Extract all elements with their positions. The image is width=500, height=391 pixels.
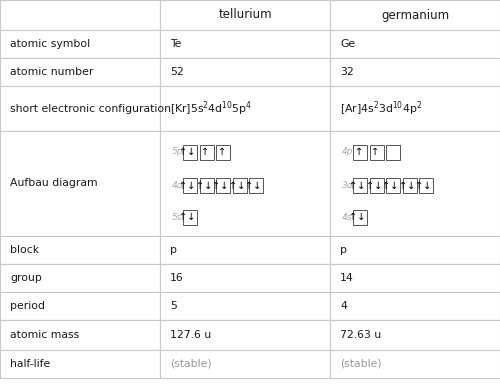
Text: block: block bbox=[10, 245, 39, 255]
Bar bbox=[0, 0, 160, 30]
Bar bbox=[0, 264, 160, 292]
Text: 52: 52 bbox=[170, 67, 184, 77]
Text: 4d: 4d bbox=[172, 181, 184, 190]
Bar bbox=[330, 58, 500, 86]
Text: 72.63 u: 72.63 u bbox=[340, 330, 382, 340]
Bar bbox=[200, 178, 213, 193]
Text: ↑: ↑ bbox=[218, 147, 226, 157]
Bar bbox=[232, 178, 246, 193]
Text: $\mathregular{[Ar]4s^23d^{10}4p^2}$: $\mathregular{[Ar]4s^23d^{10}4p^2}$ bbox=[340, 99, 422, 118]
Text: half-life: half-life bbox=[10, 359, 50, 369]
Bar bbox=[330, 86, 500, 131]
Text: 5p: 5p bbox=[172, 147, 184, 156]
Text: ↑↓: ↑↓ bbox=[196, 181, 212, 190]
Bar bbox=[330, 292, 500, 320]
Bar bbox=[0, 86, 160, 131]
Bar bbox=[330, 264, 500, 292]
Text: 4p: 4p bbox=[342, 147, 353, 156]
Bar bbox=[160, 320, 330, 350]
Bar bbox=[330, 30, 500, 58]
Bar bbox=[160, 30, 330, 58]
Text: short electronic configuration: short electronic configuration bbox=[10, 104, 171, 113]
Bar bbox=[160, 0, 330, 30]
Text: ↑↓: ↑↓ bbox=[246, 181, 262, 190]
Bar bbox=[353, 145, 367, 160]
Bar bbox=[0, 350, 160, 378]
Bar bbox=[216, 145, 230, 160]
Text: Te: Te bbox=[170, 39, 181, 49]
Text: ↑↓: ↑↓ bbox=[180, 181, 196, 190]
Bar bbox=[402, 178, 416, 193]
Bar bbox=[386, 178, 400, 193]
Text: ↑↓: ↑↓ bbox=[229, 181, 245, 190]
Text: ↑: ↑ bbox=[372, 147, 380, 157]
Text: period: period bbox=[10, 301, 45, 311]
Bar bbox=[353, 210, 367, 224]
Text: 5: 5 bbox=[170, 301, 177, 311]
Text: ↑↓: ↑↓ bbox=[399, 181, 415, 190]
Bar bbox=[370, 145, 384, 160]
Text: Aufbau diagram: Aufbau diagram bbox=[10, 179, 98, 188]
Bar bbox=[160, 86, 330, 131]
Text: 32: 32 bbox=[340, 67, 354, 77]
Bar bbox=[183, 210, 197, 224]
Text: ↑: ↑ bbox=[202, 147, 209, 157]
Text: p: p bbox=[170, 245, 177, 255]
Text: ↑: ↑ bbox=[355, 147, 363, 157]
Text: ↑↓: ↑↓ bbox=[180, 212, 196, 222]
Text: (stable): (stable) bbox=[170, 359, 211, 369]
Bar bbox=[160, 131, 330, 236]
Text: ↑↓: ↑↓ bbox=[212, 181, 228, 190]
Text: p: p bbox=[340, 245, 347, 255]
Bar bbox=[330, 131, 500, 236]
Text: 4: 4 bbox=[340, 301, 347, 311]
Bar bbox=[0, 292, 160, 320]
Bar bbox=[0, 236, 160, 264]
Bar bbox=[160, 264, 330, 292]
Bar bbox=[183, 145, 197, 160]
Text: group: group bbox=[10, 273, 42, 283]
Text: atomic number: atomic number bbox=[10, 67, 94, 77]
Text: 127.6 u: 127.6 u bbox=[170, 330, 211, 340]
Bar bbox=[330, 320, 500, 350]
Bar bbox=[160, 58, 330, 86]
Text: atomic mass: atomic mass bbox=[10, 330, 79, 340]
Bar bbox=[370, 178, 384, 193]
Bar bbox=[353, 178, 367, 193]
Bar bbox=[330, 350, 500, 378]
Text: 3d: 3d bbox=[342, 181, 353, 190]
Bar bbox=[386, 145, 400, 160]
Bar bbox=[0, 131, 160, 236]
Text: (stable): (stable) bbox=[340, 359, 382, 369]
Text: tellurium: tellurium bbox=[218, 9, 272, 22]
Bar bbox=[0, 30, 160, 58]
Text: germanium: germanium bbox=[381, 9, 449, 22]
Bar bbox=[183, 178, 197, 193]
Text: ↑↓: ↑↓ bbox=[366, 181, 382, 190]
Text: 5s: 5s bbox=[172, 213, 182, 222]
Text: $\mathregular{[Kr]5s^24d^{10}5p^4}$: $\mathregular{[Kr]5s^24d^{10}5p^4}$ bbox=[170, 99, 252, 118]
Bar bbox=[160, 350, 330, 378]
Text: ↑↓: ↑↓ bbox=[180, 147, 196, 157]
Bar bbox=[200, 145, 213, 160]
Text: 16: 16 bbox=[170, 273, 184, 283]
Text: ↑↓: ↑↓ bbox=[350, 181, 366, 190]
Bar bbox=[160, 236, 330, 264]
Text: ↑↓: ↑↓ bbox=[416, 181, 432, 190]
Text: ↑↓: ↑↓ bbox=[350, 212, 366, 222]
Bar bbox=[330, 0, 500, 30]
Bar bbox=[0, 320, 160, 350]
Bar bbox=[0, 58, 160, 86]
Bar bbox=[216, 178, 230, 193]
Bar bbox=[160, 292, 330, 320]
Text: ↑↓: ↑↓ bbox=[382, 181, 398, 190]
Text: atomic symbol: atomic symbol bbox=[10, 39, 90, 49]
Bar bbox=[330, 236, 500, 264]
Text: Ge: Ge bbox=[340, 39, 355, 49]
Bar bbox=[419, 178, 433, 193]
Bar bbox=[249, 178, 263, 193]
Text: 14: 14 bbox=[340, 273, 354, 283]
Text: 4s: 4s bbox=[342, 213, 352, 222]
